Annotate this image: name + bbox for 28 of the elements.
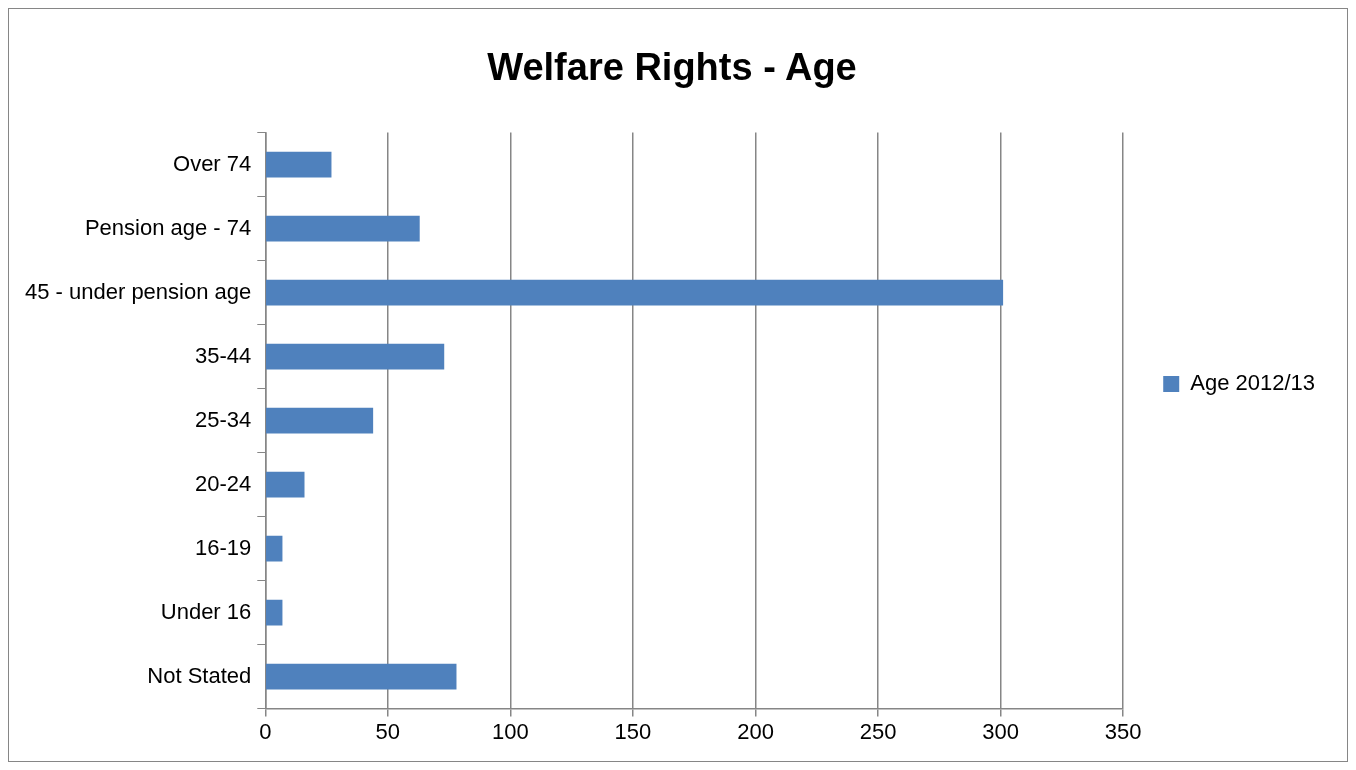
x-tick-label: 200: [737, 718, 774, 744]
y-tick-label: Not Stated: [147, 662, 252, 688]
legend-label: Age 2012/13: [1190, 370, 1315, 396]
x-tick-label: 350: [1104, 718, 1142, 744]
bar: [266, 279, 1004, 306]
bar: [266, 599, 283, 626]
x-tick-label: 250: [859, 718, 897, 744]
y-tick-label: 16-19: [195, 534, 252, 560]
bar: [266, 215, 420, 242]
bar: [266, 407, 374, 434]
x-tick-label: 150: [614, 718, 652, 744]
bar: [266, 151, 332, 178]
x-tick-label: 100: [492, 718, 529, 744]
bar: [266, 343, 445, 370]
y-tick-label: 35-44: [195, 342, 252, 368]
bar: [266, 535, 283, 562]
x-tick-label: 0: [259, 718, 272, 744]
y-tick-label: 45 - under pension age: [24, 278, 252, 304]
y-tick-label: 25-34: [195, 406, 252, 432]
y-tick-label: Pension age - 74: [84, 214, 252, 240]
x-tick-label: 50: [375, 718, 401, 744]
y-tick-label: Over 74: [173, 150, 252, 176]
y-tick-label: 20-24: [195, 470, 252, 496]
x-tick-label: 300: [982, 718, 1020, 744]
chart-title: Welfare Rights - Age: [487, 46, 857, 89]
bar: [266, 663, 457, 690]
y-tick-label: Under 16: [160, 598, 252, 624]
bar: [266, 471, 305, 498]
